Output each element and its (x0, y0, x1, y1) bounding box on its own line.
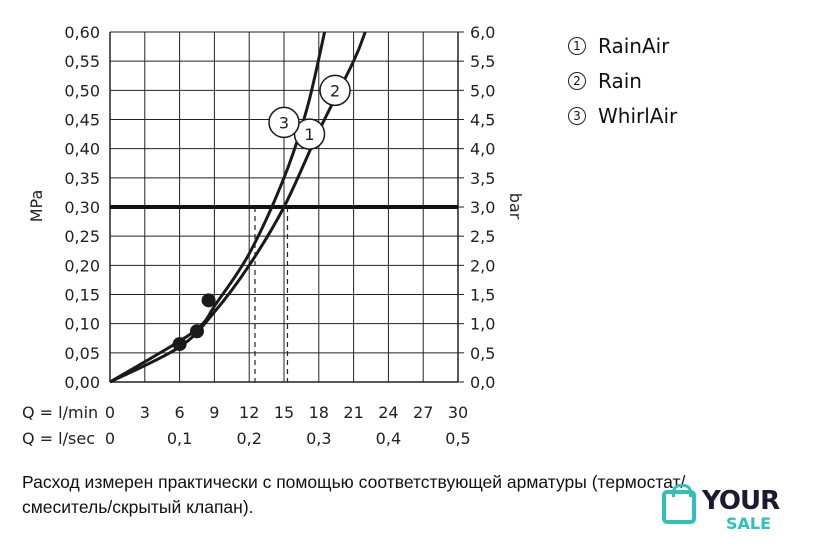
x-tick-label: 15 (274, 403, 294, 422)
chart-legend: 1 RainAir 2 Rain 3 WhirlAir (568, 28, 677, 133)
series-markers: 1 2 3 (268, 74, 351, 150)
series-marker-circle (319, 74, 351, 107)
right-tick-label: 0,5 (470, 344, 495, 363)
x2-tick-label: 0,3 (306, 429, 331, 448)
right-tick-label: 5,0 (470, 81, 495, 100)
series-marker-circle (268, 106, 300, 139)
left-tick-label: 0,00 (64, 373, 100, 392)
x-row2-label: Q = l/sec (22, 429, 95, 448)
left-tick-label: 0,60 (64, 23, 100, 42)
x-row1-label: Q = l/min (22, 403, 98, 422)
left-axis-title: MPa (27, 190, 46, 223)
axis-ticks: 0,00 0,00,05 0,50,10 1,00,15 1,50,20 2,00,25 2… (64, 23, 495, 448)
your-sale-logo: YOUR SALE (662, 484, 792, 538)
left-tick-label: 0,25 (64, 227, 100, 246)
logo-text-your: YOUR (702, 486, 780, 516)
right-tick-label: 4,0 (470, 140, 495, 159)
left-tick-label: 0,20 (64, 256, 100, 275)
x2-tick-label: 0,4 (376, 429, 401, 448)
x-tick-label: 6 (175, 403, 185, 422)
x-tick-label: 12 (239, 403, 259, 422)
left-tick-label: 0,45 (64, 111, 100, 130)
data-points (172, 293, 216, 352)
x-tick-label: 21 (343, 403, 363, 422)
x2-tick-label: 0,2 (236, 429, 261, 448)
caption-line-1: Расход измерен практически с помощью соо… (22, 472, 686, 492)
right-tick-label: 0,0 (470, 373, 495, 392)
caption: Расход измерен практически с помощью соо… (22, 470, 822, 520)
series-marker-label: 1 (304, 125, 314, 144)
series-marker-label: 2 (330, 81, 340, 100)
logo-text-sale: SALE (726, 514, 772, 533)
legend-item-rainair: 1 RainAir (568, 28, 677, 63)
x-tick-label: 0 (105, 403, 115, 422)
right-tick-label: 3,5 (470, 169, 495, 188)
x-tick-label: 9 (209, 403, 219, 422)
legend-marker-1: 1 (568, 36, 586, 55)
left-tick-label: 0,10 (64, 315, 100, 334)
data-point (190, 324, 204, 339)
x-tick-label: 18 (309, 403, 329, 422)
left-tick-label: 0,40 (64, 140, 100, 159)
data-point (172, 337, 187, 352)
right-tick-label: 1,5 (470, 286, 495, 305)
legend-marker-2: 2 (568, 71, 586, 90)
right-axis-title: bar (506, 193, 525, 220)
left-tick-label: 0,15 (64, 286, 100, 305)
caption-line-2: смеситель/скрытый клапан). (22, 497, 254, 517)
left-tick-label: 0,55 (64, 52, 100, 71)
right-tick-label: 3,0 (470, 198, 495, 217)
data-point (201, 293, 216, 308)
legend-label-whirlair: WhirlAir (598, 103, 678, 128)
legend-label-rain: Rain (598, 68, 642, 93)
right-tick-label: 1,0 (470, 315, 495, 334)
shopping-bag-icon (662, 484, 696, 524)
x-tick-label: 24 (378, 403, 398, 422)
flow-chart: 123 0,00 0,00,05 0,50,10 1,00,15 1,50,20 2,00… (22, 23, 525, 448)
x2-tick-label: 0 (105, 429, 115, 448)
x-tick-label: 3 (140, 403, 150, 422)
right-tick-label: 2,5 (470, 227, 495, 246)
legend-marker-3: 3 (568, 106, 586, 125)
legend-label-rainair: RainAir (598, 33, 670, 58)
right-tick-label: 5,5 (470, 52, 495, 71)
left-tick-label: 0,30 (64, 198, 100, 217)
right-tick-label: 2,0 (470, 256, 495, 275)
left-tick-label: 0,50 (64, 81, 100, 100)
x2-tick-label: 0,5 (445, 429, 470, 448)
right-tick-label: 4,5 (470, 111, 495, 130)
x-tick-label: 27 (413, 403, 433, 422)
series-marker-label: 3 (279, 113, 289, 132)
dashed-markers (254, 207, 289, 382)
left-tick-label: 0,05 (64, 344, 100, 363)
right-tick-label: 6,0 (470, 23, 495, 42)
legend-item-rain: 2 Rain (568, 63, 677, 98)
left-tick-label: 0,35 (64, 169, 100, 188)
x-tick-label: 30 (448, 403, 468, 422)
legend-item-whirlair: 3 WhirlAir (568, 98, 677, 133)
x2-tick-label: 0,1 (167, 429, 192, 448)
